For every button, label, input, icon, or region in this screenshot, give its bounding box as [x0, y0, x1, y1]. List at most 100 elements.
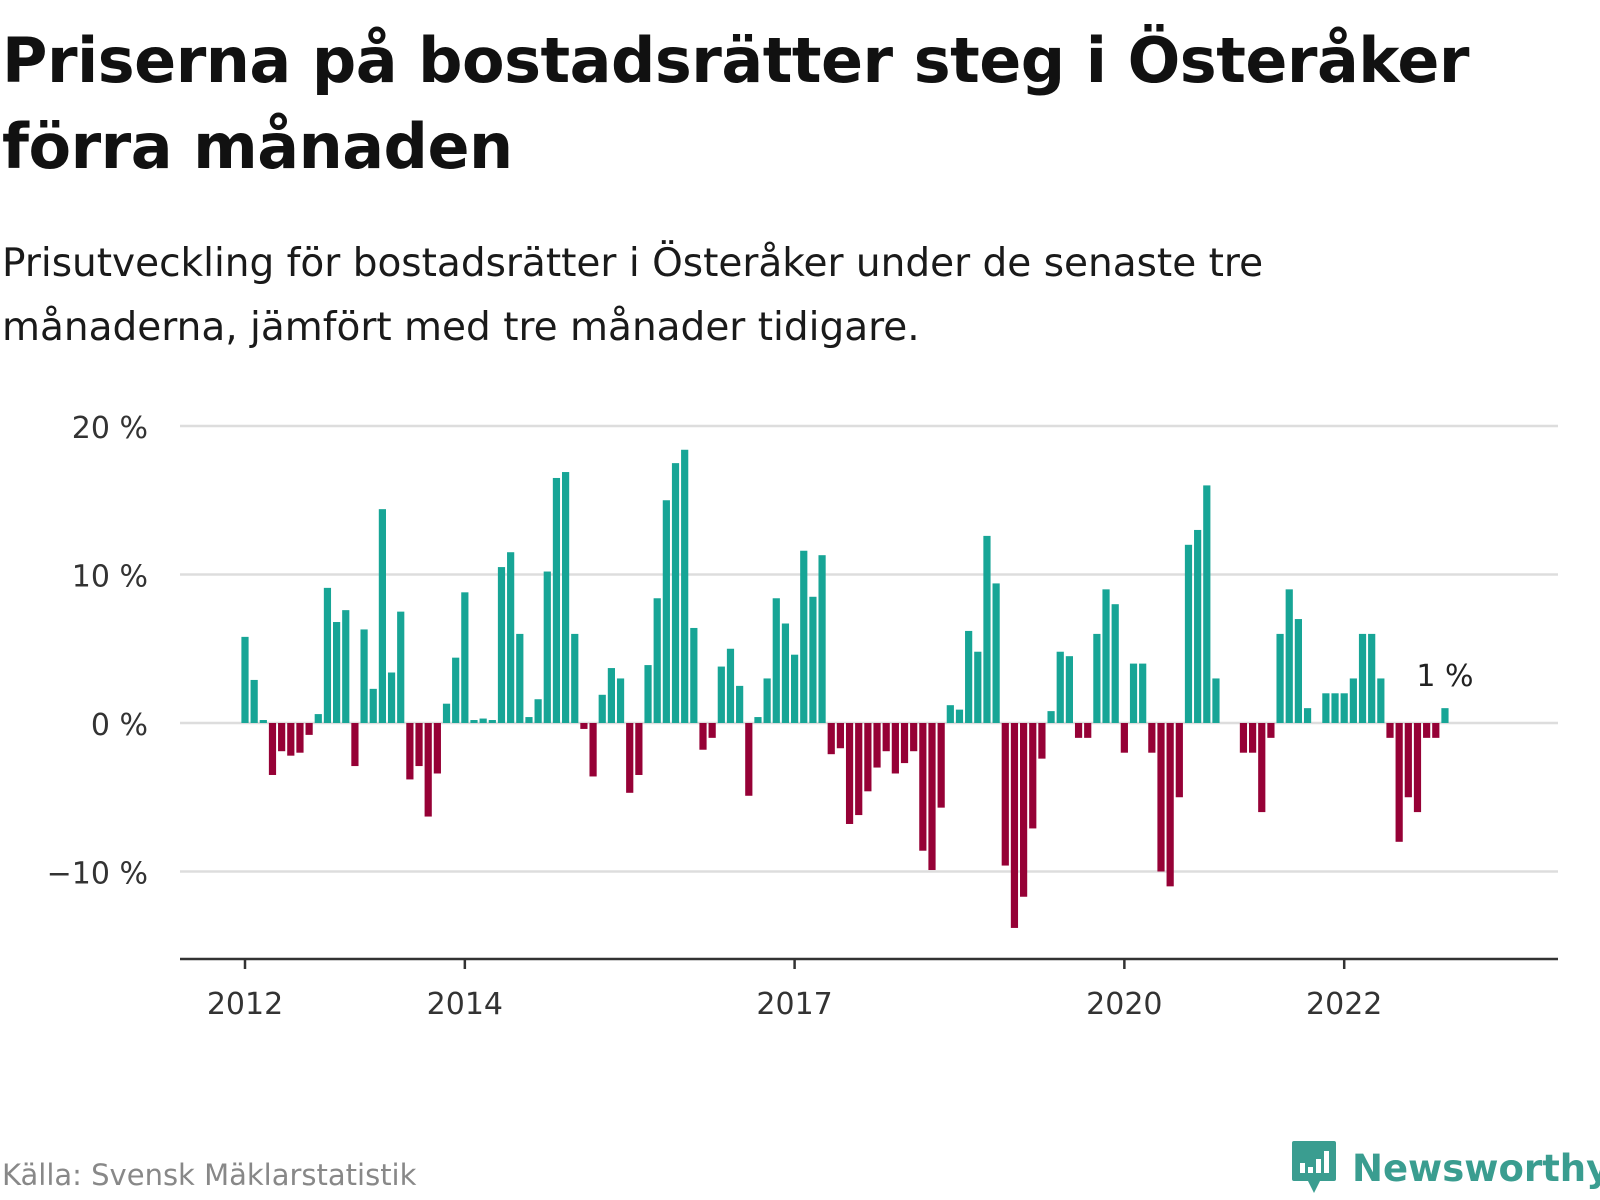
- bar: [1020, 723, 1028, 897]
- bar: [369, 688, 377, 723]
- bar: [1258, 723, 1266, 813]
- bar: [1047, 711, 1055, 723]
- bar: [754, 717, 762, 723]
- bar: [1157, 723, 1165, 872]
- bar: [616, 678, 625, 723]
- bar: [1340, 693, 1348, 723]
- bar: [1441, 708, 1449, 723]
- bar: [1120, 723, 1128, 753]
- bar: [1432, 723, 1440, 738]
- bar: [928, 723, 936, 871]
- bar: [1175, 723, 1183, 798]
- newsworthy-logo[interactable]: Newsworthy: [1290, 1140, 1600, 1196]
- bar: [845, 723, 854, 824]
- bar: [1056, 651, 1064, 723]
- bar: [607, 668, 615, 724]
- bar: [1276, 633, 1284, 723]
- gridlines: [180, 424, 1558, 873]
- bar: [717, 666, 725, 723]
- bar: [763, 678, 771, 723]
- bar: [1386, 723, 1394, 738]
- bar: [1212, 678, 1220, 723]
- x-tick-label: 2012: [207, 987, 283, 1022]
- bar: [442, 703, 451, 723]
- bar: [1148, 723, 1156, 753]
- latest-value-label: 1 %: [1416, 659, 1473, 694]
- bar: [323, 587, 332, 723]
- bar: [1249, 723, 1257, 753]
- bar: [910, 723, 918, 752]
- x-tick-label: 2020: [1086, 987, 1162, 1022]
- bar: [1111, 604, 1119, 723]
- bar: [406, 723, 414, 780]
- bar: [992, 583, 1000, 723]
- bar: [736, 685, 744, 724]
- bar: [809, 596, 817, 723]
- bar: [1413, 723, 1422, 813]
- bar: [1395, 723, 1403, 842]
- bar: [1001, 723, 1009, 866]
- x-tick-label: 2017: [756, 987, 832, 1022]
- bar: [598, 694, 606, 723]
- bar: [525, 717, 533, 723]
- chart-subtitle: Prisutveckling för bostadsrätter i Öster…: [2, 241, 1264, 350]
- bar: [946, 705, 954, 723]
- bar: [268, 723, 277, 775]
- bar: [965, 630, 973, 723]
- bar: [699, 723, 707, 750]
- bar: [1102, 589, 1110, 723]
- bar: [1184, 544, 1193, 723]
- bar: [1358, 633, 1367, 723]
- bar: [974, 651, 982, 723]
- bar: [305, 723, 313, 735]
- bar: [1368, 633, 1376, 723]
- bar: [516, 633, 524, 723]
- bar: [626, 723, 634, 793]
- bar: [1065, 656, 1073, 724]
- x-tick-label: 2014: [427, 987, 503, 1022]
- bar: [1029, 723, 1037, 829]
- bar: [1074, 723, 1083, 738]
- bars: [241, 449, 1449, 928]
- bar: [488, 720, 496, 723]
- bar: [580, 723, 588, 729]
- bar: [360, 629, 368, 723]
- bar: [452, 657, 460, 723]
- bar: [745, 723, 753, 796]
- bar: [415, 723, 423, 767]
- newsworthy-icon: [1292, 1141, 1336, 1193]
- bar: [1285, 589, 1293, 723]
- bar: [955, 709, 964, 723]
- bar: [1203, 485, 1211, 723]
- bar: [1194, 529, 1202, 723]
- bar: [836, 723, 844, 749]
- bar: [1010, 723, 1019, 928]
- bar: [1093, 633, 1101, 723]
- bar: [781, 623, 790, 723]
- bar: [571, 633, 579, 723]
- bar: [497, 567, 506, 723]
- y-tick-label: 10 %: [72, 560, 148, 595]
- bar: [342, 610, 350, 723]
- bar: [937, 723, 945, 808]
- y-tick-label: −10 %: [47, 857, 148, 892]
- bar: [662, 500, 670, 723]
- bar: [772, 598, 780, 723]
- bar: [1322, 693, 1330, 723]
- bar: [1377, 678, 1385, 723]
- bar: [1139, 663, 1147, 723]
- y-tick-label: 20 %: [72, 411, 148, 446]
- bar: [589, 723, 597, 777]
- bar: [681, 449, 689, 723]
- source-note: Källa: Svensk Mäklarstatistik: [2, 1158, 417, 1192]
- bar: [397, 611, 405, 724]
- bar: [708, 723, 716, 738]
- y-tick-label: 0 %: [91, 708, 148, 743]
- bar: [983, 535, 991, 723]
- bar: [653, 598, 661, 723]
- bar: [543, 571, 551, 723]
- bar: [278, 723, 286, 752]
- bar: [378, 509, 386, 723]
- bar: [433, 723, 441, 774]
- bar: [1239, 723, 1248, 753]
